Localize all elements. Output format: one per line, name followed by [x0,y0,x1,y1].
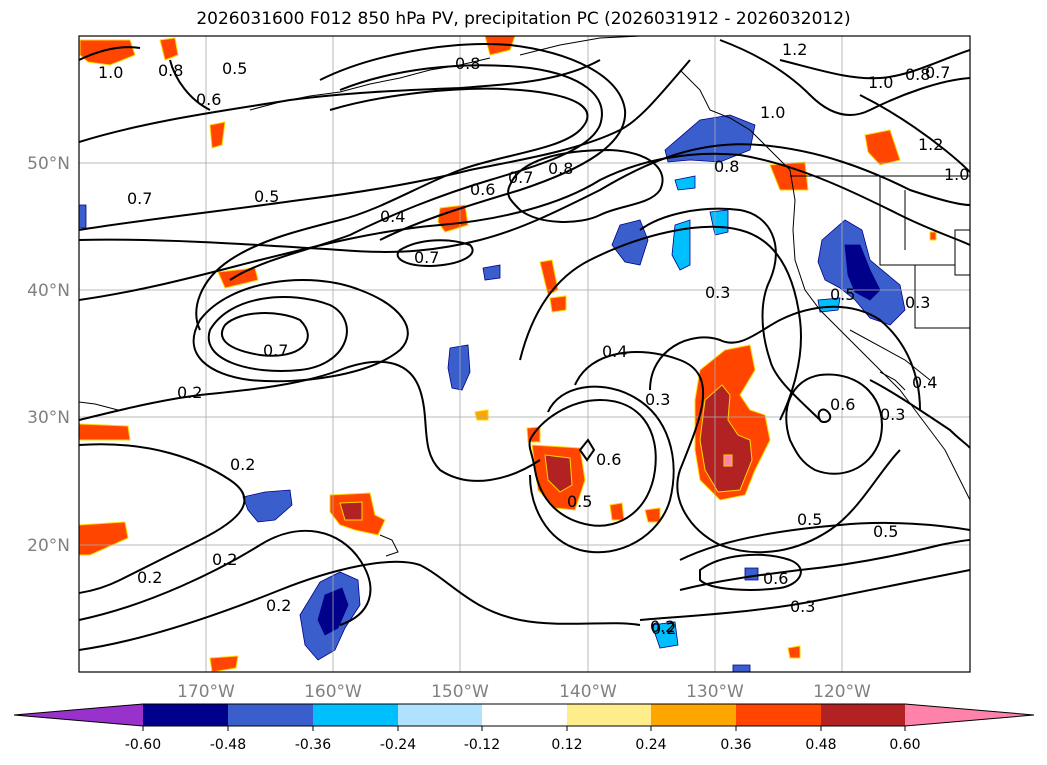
contour-label: 0.6 [596,450,621,469]
colorbar-tick-label: -0.48 [210,737,246,753]
contour-label: 0.2 [177,383,202,402]
lon-tick-label: 120°W [813,682,871,702]
contour-label: 0.2 [266,596,291,615]
colorbar-ticks [142,726,906,731]
contour-label: 0.5 [254,187,279,206]
colorbar-tick-label: 0.60 [889,737,920,753]
colorbar-swatch [313,704,398,726]
contour-label: 0.3 [705,283,730,302]
contour-label: 0.5 [222,59,247,78]
contour-label: 0.4 [602,342,627,361]
contour-label: 0.8 [905,65,930,84]
colorbar-swatch [398,704,482,726]
lon-tick-label: 130°W [686,682,744,702]
colorbar: -0.60 -0.48 -0.36 -0.24 -0.12 0.12 0.24 … [13,703,1035,753]
colorbar-tick-label: -0.12 [464,737,500,753]
lon-tick-label: 160°W [304,682,362,702]
contour-label: 0.2 [212,550,237,569]
contour-label: 0.7 [925,63,950,82]
contour-label: 0.6 [470,180,495,199]
contour-label: 1.0 [98,63,123,82]
contour-label: 0.8 [455,54,480,73]
contour-label: 0.7 [263,341,288,360]
colorbar-tick-label: 0.36 [720,737,751,753]
lon-axis: 170°W 160°W 150°W 140°W 130°W 120°W [177,682,871,702]
coastlines [79,36,970,557]
contour-label: 0.6 [830,395,855,414]
pv-contours [79,39,970,651]
precip-shading [79,36,937,672]
contour-label: 0.5 [873,522,898,541]
colorbar-swatch [482,704,567,726]
colorbar-swatch [736,704,821,726]
lat-tick-label: 40°N [27,281,70,301]
contour-label: 0.5 [567,492,592,511]
contour-label: 0.8 [548,159,573,178]
contour-labels: 1.0 0.8 0.6 0.5 0.8 1.2 1.0 0.8 0.7 1.0 … [98,40,969,638]
lat-tick-label: 50°N [27,154,70,174]
contour-label: 0.7 [127,189,152,208]
colorbar-swatch [567,704,651,726]
contour-label: 0.4 [912,373,937,392]
contour-label: 0.3 [645,390,670,409]
contour-label: 0.7 [508,168,533,187]
colorbar-swatch [228,704,313,726]
contour-label: 1.2 [782,40,807,59]
lat-tick-label: 30°N [27,408,70,428]
colorbar-tick-label: 0.12 [551,737,582,753]
contour-label: 0.5 [797,510,822,529]
contour-label: 1.0 [868,73,893,92]
contour-label: 1.2 [918,135,943,154]
contour-label: 0.4 [380,207,405,226]
lon-tick-label: 170°W [177,682,235,702]
colorbar-tick-label: -0.60 [125,737,161,753]
contour-label: 0.3 [790,597,815,616]
lat-axis: 50°N 40°N 30°N 20°N [27,154,70,556]
colorbar-tick-label: 0.24 [635,737,666,753]
colorbar-swatch [821,704,905,726]
colorbar-tick-label: -0.24 [380,737,416,753]
contour-label: 0.2 [137,568,162,587]
contour-label: 0.6 [196,90,221,109]
map-frame [78,35,971,673]
lat-tick-label: 20°N [27,536,70,556]
contour-label: 0.3 [905,293,930,312]
contour-label: 0.3 [880,405,905,424]
contour-label: 0.7 [414,248,439,267]
colorbar-extend-min [14,704,143,726]
contour-label: 1.0 [944,165,969,184]
precip-positive [79,36,937,672]
colorbar-swatch [143,704,228,726]
contour-label: 0.8 [158,61,183,80]
contour-label: 0.2 [230,455,255,474]
colorbar-extend-max [905,704,1034,726]
lon-tick-label: 140°W [559,682,617,702]
contour-label: 0.2 [650,617,675,636]
lon-tick-label: 150°W [431,682,489,702]
colorbar-tick-label: 0.48 [805,737,836,753]
contour-label: 0.5 [830,285,855,304]
colorbar-tick-label: -0.36 [295,737,331,753]
contour-label: 0.8 [714,157,739,176]
contour-label: 0.2 [651,619,676,638]
colorbar-swatch [651,704,736,726]
contour-label: 0.6 [763,569,788,588]
contour-label: 1.0 [760,103,785,122]
map-title: 2026031600 F012 850 hPa PV, precipitatio… [196,9,851,29]
